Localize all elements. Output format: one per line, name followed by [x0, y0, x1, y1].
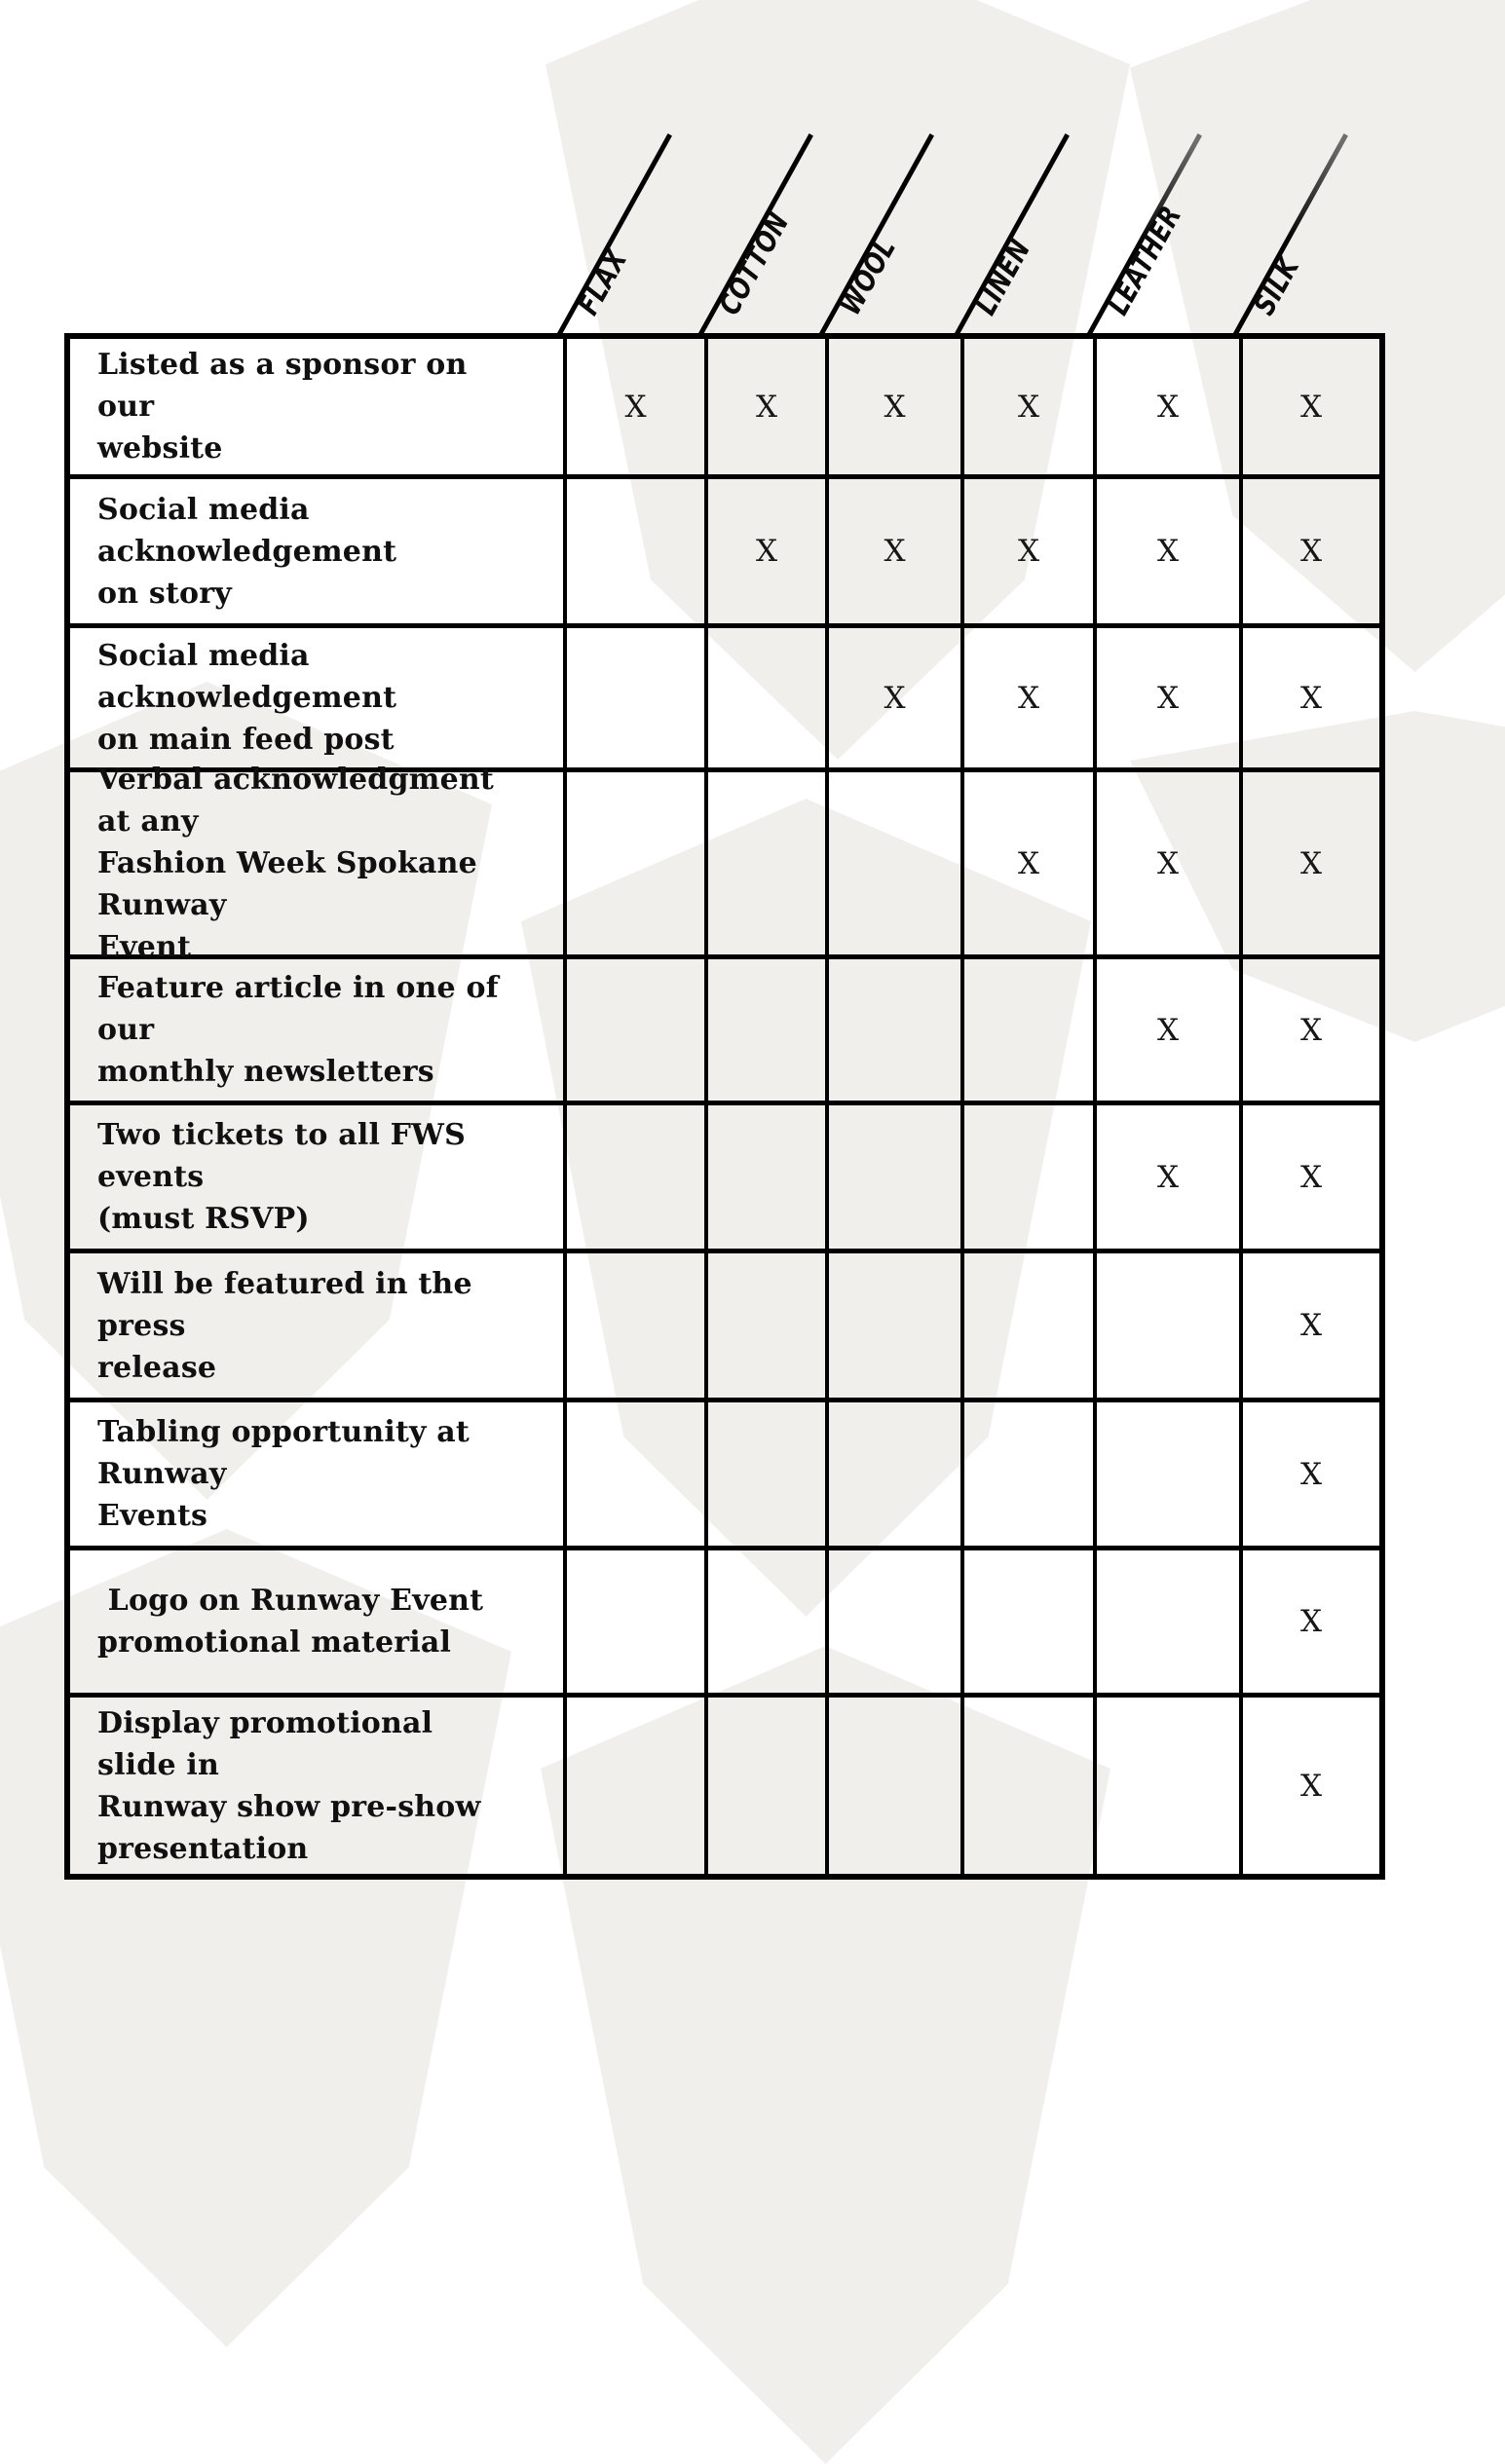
- mark-cell: [829, 772, 964, 959]
- mark-cell: [567, 1105, 708, 1253]
- mark-cell: [708, 959, 829, 1105]
- mark-cell: [829, 1253, 964, 1402]
- mark-cell: X: [829, 479, 964, 628]
- benefit-label-cell: Social media acknowledgement on story: [70, 479, 567, 628]
- mark-cell: X: [964, 339, 1097, 479]
- mark-cell: [964, 1402, 1097, 1550]
- mark-cell: [708, 1253, 829, 1402]
- mark-cell: [567, 772, 708, 959]
- benefit-label-cell: Tabling opportunity at Runway Events: [70, 1402, 567, 1550]
- mark-cell: [1097, 1698, 1243, 1874]
- mark-cell: X: [1097, 479, 1243, 628]
- mark-cell: X: [964, 628, 1097, 772]
- mark-cell: X: [567, 339, 708, 479]
- benefit-label-cell: Listed as a sponsor on our website: [70, 339, 567, 479]
- mark-cell: [708, 1402, 829, 1550]
- mark-cell: [708, 628, 829, 772]
- mark-cell: [567, 1698, 708, 1874]
- benefit-label-cell: Verbal acknowledgment at any Fashion Wee…: [70, 763, 567, 964]
- mark-cell: [829, 959, 964, 1105]
- mark-cell: [567, 1402, 708, 1550]
- benefit-label-cell: Social media acknowledgement on main fee…: [70, 628, 567, 772]
- mark-cell: [567, 479, 708, 628]
- mark-cell: X: [1243, 1402, 1379, 1550]
- mark-cell: X: [829, 628, 964, 772]
- mark-cell: X: [708, 479, 829, 628]
- mark-cell: X: [1243, 772, 1379, 959]
- mark-cell: X: [1097, 959, 1243, 1105]
- mark-cell: X: [964, 479, 1097, 628]
- mark-cell: [964, 1698, 1097, 1874]
- mark-cell: [829, 1550, 964, 1698]
- mark-cell: X: [1243, 479, 1379, 628]
- mark-cell: X: [1097, 628, 1243, 772]
- benefit-label-cell: Feature article in one of our monthly ne…: [70, 959, 567, 1105]
- mark-cell: [567, 959, 708, 1105]
- mark-cell: [708, 772, 829, 959]
- mark-cell: X: [1299, 1768, 1323, 1804]
- mark-cell: [829, 1105, 964, 1253]
- mark-cell: [708, 1698, 829, 1874]
- mark-cell: [1097, 1550, 1243, 1698]
- mark-cell: [964, 959, 1097, 1105]
- mark-cell: [1097, 1253, 1243, 1402]
- mark-cell: [567, 1253, 708, 1402]
- mark-cell: [708, 1105, 829, 1253]
- mark-cell: X: [708, 339, 829, 479]
- mark-cell: X: [1243, 1253, 1379, 1402]
- mark-cell: X: [1243, 1550, 1379, 1698]
- benefit-label-cell: Two tickets to all FWS events (must RSVP…: [70, 1105, 567, 1253]
- mark-cell: [964, 1550, 1097, 1698]
- mark-cell: X: [829, 339, 964, 479]
- benefit-label-cell: Display promotional slide in Runway show…: [70, 1698, 567, 1874]
- mark-cell: [567, 628, 708, 772]
- mark-cell: X: [1243, 339, 1379, 479]
- mark-cell: [829, 1698, 964, 1874]
- mark-cell: [964, 1105, 1097, 1253]
- mark-cell: X: [1243, 628, 1379, 772]
- mark-cell: X: [1097, 339, 1243, 479]
- mark-cell: X: [1097, 1105, 1243, 1253]
- sponsorship-benefits-table: Listed as a sponsor on our website X X X…: [64, 333, 1385, 1880]
- mark-cell: X: [1243, 1105, 1379, 1253]
- mark-cell: X: [1097, 772, 1243, 959]
- benefit-label-cell: Will be featured in the press release: [70, 1253, 567, 1402]
- mark-cell: X: [1243, 959, 1379, 1105]
- benefit-label-cell: Logo on Runway Event promotional materia…: [70, 1550, 567, 1698]
- mark-cell: [1097, 1402, 1243, 1550]
- mark-cell: [567, 1550, 708, 1698]
- mark-cell: [964, 1253, 1097, 1402]
- mark-cell: X: [964, 772, 1097, 959]
- mark-cell: [708, 1550, 829, 1698]
- mark-cell: [829, 1402, 964, 1550]
